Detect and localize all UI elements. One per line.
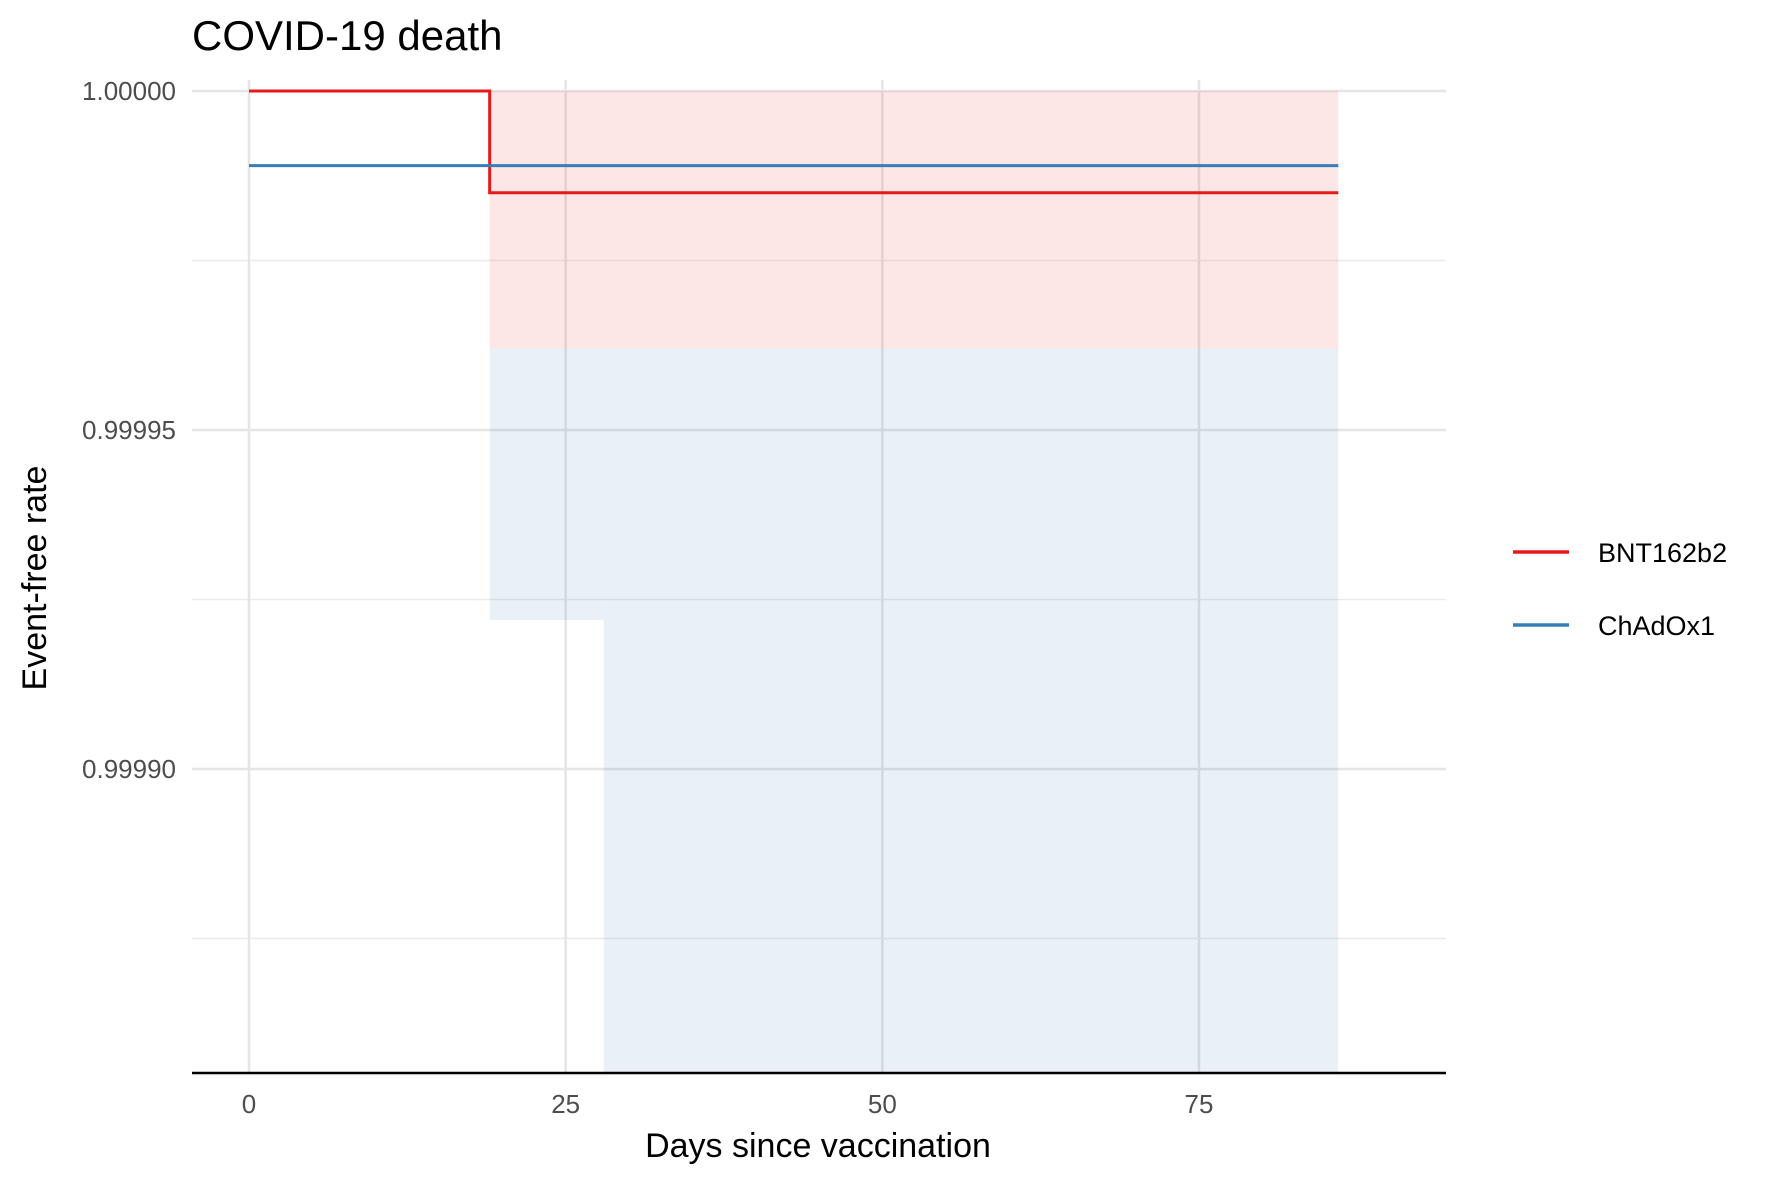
series-line-bnt162b2 [249, 89, 1339, 195]
legend-label-bnt162b2: BNT162b2 [1598, 538, 1727, 568]
series-lines [249, 89, 1339, 195]
ci-band-chadox1 [603, 348, 1339, 1075]
y-tick-label: 0.99995 [82, 415, 176, 445]
ci-band-chadox1 [489, 348, 604, 620]
chart-title: COVID-19 death [192, 12, 503, 59]
legend: BNT162b2 ChAdOx1 [1513, 538, 1727, 641]
y-axis-title: Event-free rate [16, 466, 54, 691]
y-axis-ticks: 0.99990 0.99995 1.00000 [82, 76, 176, 784]
legend-label-chadox1: ChAdOx1 [1598, 611, 1715, 641]
grid [192, 80, 1446, 1073]
x-tick-label: 0 [242, 1089, 256, 1119]
x-axis-ticks: 0 25 50 75 [242, 1089, 1214, 1119]
x-axis-title: Days since vaccination [645, 1127, 991, 1165]
x-tick-label: 25 [551, 1089, 580, 1119]
x-tick-label: 50 [868, 1089, 897, 1119]
y-tick-label: 1.00000 [82, 76, 176, 106]
confidence-bands [489, 91, 1339, 1075]
y-tick-label: 0.99990 [82, 754, 176, 784]
x-tick-label: 75 [1185, 1089, 1214, 1119]
ci-band-bnt162b2 [489, 91, 1339, 349]
